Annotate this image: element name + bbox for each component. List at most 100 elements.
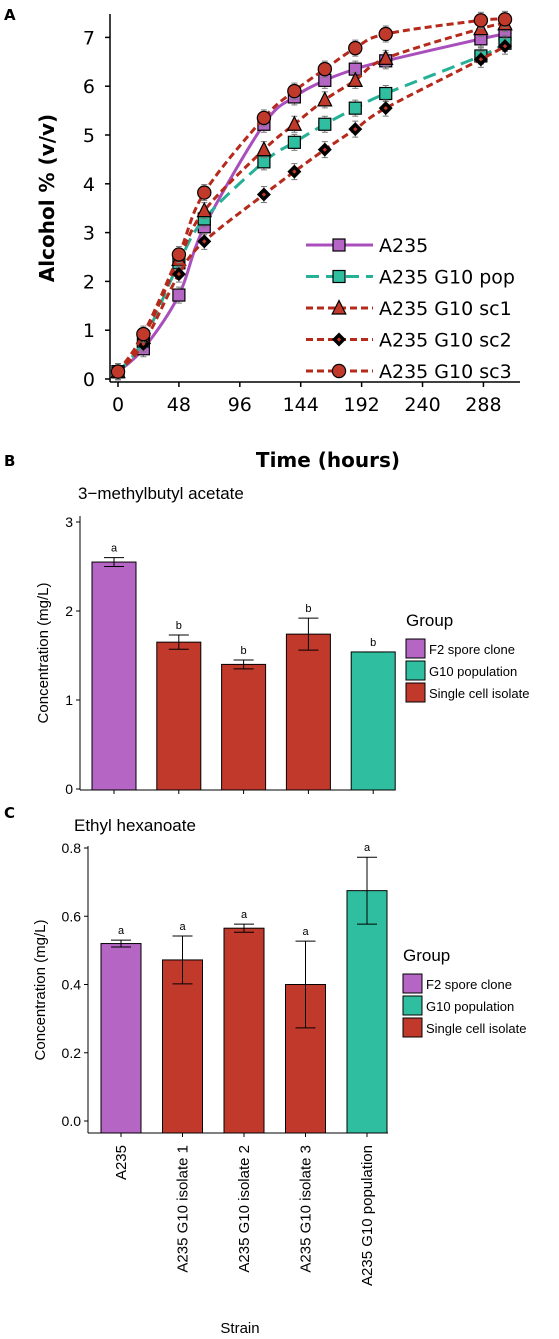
- legend-label: G10 population: [426, 999, 514, 1014]
- panel-c-bars: a a a a a: [100, 842, 388, 1134]
- data-point-circle: [378, 26, 393, 42]
- legend-item-a235-g10-sc3: A235 G10 sc3: [306, 361, 512, 383]
- panel-a-y-tick-label: 0: [83, 369, 95, 391]
- legend-label: A235: [379, 235, 428, 257]
- panel-a-x-ticks: 0 48 96 144 192 240 288: [112, 382, 502, 416]
- legend-swatch: [405, 638, 426, 659]
- x-tick-label: A235: [113, 1145, 130, 1180]
- bar-group: b: [221, 645, 267, 791]
- legend-item: Single cell isolate: [405, 682, 529, 703]
- data-point-square: [172, 288, 186, 302]
- panel-a-y-tick-label: 4: [83, 174, 95, 196]
- legend-label: F2 spore clone: [426, 977, 512, 992]
- legend-label: A235 G10 sc3: [379, 361, 512, 383]
- data-point-diamond: [498, 39, 512, 54]
- panel-a-y-tick-label: 5: [83, 125, 95, 147]
- legend-item: F2 spore clone: [402, 973, 512, 994]
- legend-label: F2 spore clone: [429, 642, 515, 657]
- bar: [162, 959, 203, 1134]
- data-point-square: [318, 117, 332, 131]
- bar-group: b: [350, 637, 396, 791]
- panel-c-legend: Group F2 spore clone G10 population Single …: [402, 946, 526, 1038]
- x-tick-label: A235 G10 population: [359, 1145, 376, 1286]
- data-point-circle: [110, 364, 126, 379]
- data-point-diamond: [473, 52, 488, 67]
- diamond-core: [383, 105, 388, 111]
- legend-label: Single cell isolate: [426, 1021, 526, 1036]
- legend-item: G10 population: [405, 660, 517, 681]
- bar: [350, 651, 396, 791]
- data-point-diamond: [348, 122, 363, 137]
- panel-a-x-tick-label: 240: [404, 394, 440, 416]
- panel-c-title: Ethyl hexanoate: [74, 816, 196, 835]
- x-tick-label: A235 G10 isolate 3: [298, 1145, 315, 1273]
- panel-c-y-ticks: 0.0 0.2 0.4 0.6 0.8: [62, 840, 88, 1129]
- diamond-core: [478, 57, 484, 62]
- panel-a-y-tick-label: 3: [83, 223, 95, 245]
- panel-a-series: [110, 10, 513, 381]
- legend-swatch: [402, 1017, 423, 1038]
- panel-a-y-axis-title: Alcohol % (v/v): [35, 114, 59, 282]
- legend-marker: [332, 238, 346, 252]
- data-point-square: [348, 101, 362, 115]
- data-point-square: [287, 135, 301, 149]
- bar: [285, 633, 331, 791]
- panel-b-y-ticks: 0 1 2 3: [65, 514, 80, 797]
- diamond-core: [353, 126, 358, 132]
- legend-title: Group: [403, 946, 450, 965]
- bar-group: a: [162, 921, 203, 1134]
- x-tick-label: A235 G10 isolate 1: [175, 1145, 192, 1273]
- diamond-core: [261, 192, 267, 197]
- data-point-circle: [348, 40, 363, 56]
- legend-item-a235: A235: [306, 235, 428, 257]
- panel-c-bar-chart: Ethyl hexanoate 0.00.20.40.60.8 A235 A235…: [32, 816, 526, 1337]
- y-tick-label: 0.4: [62, 977, 82, 993]
- significance-letter: a: [241, 909, 248, 921]
- legend-swatch: [402, 973, 423, 994]
- data-point-triangle: [256, 140, 272, 157]
- y-tick-label: 0.8: [62, 840, 82, 856]
- significance-letter: a: [118, 925, 125, 937]
- panel-c-y-axis-title: Concentration (mg/L): [32, 920, 49, 1061]
- bar-group: a: [223, 909, 265, 1134]
- panel-b-bars: a b b b b: [91, 543, 396, 791]
- legend-item-a235-g10-pop: A235 G10 pop: [306, 267, 515, 289]
- panel-a-x-tick-label: 0: [112, 394, 124, 416]
- legend-item: F2 spore clone: [405, 638, 515, 659]
- diamond-core: [502, 43, 508, 49]
- diamond-core: [292, 169, 297, 174]
- data-point-triangle: [347, 71, 364, 87]
- significance-letter: b: [370, 637, 376, 649]
- data-point-circle: [256, 110, 272, 126]
- series-line: [116, 41, 506, 373]
- panel-a-y-tick-label: 1: [83, 320, 95, 342]
- series-line: [116, 32, 506, 373]
- legend-swatch: [402, 995, 423, 1016]
- significance-letter: b: [176, 620, 182, 632]
- diamond-core: [336, 337, 342, 342]
- data-point-circle: [497, 12, 513, 27]
- y-tick-label: 3: [65, 514, 73, 530]
- bar-group: b: [285, 603, 331, 791]
- bar-group: a: [100, 925, 142, 1134]
- data-point-circle: [317, 61, 333, 77]
- data-point-diamond: [378, 101, 393, 116]
- panel-a-legend: A235 A235 G10 pop A235 G10 sc1 A235 G10 sc2…: [306, 235, 515, 383]
- data-point-circle: [473, 13, 489, 28]
- data-point-diamond: [287, 164, 302, 179]
- legend-swatch: [405, 682, 426, 703]
- diamond-core: [322, 147, 328, 152]
- panel-a-x-tick-label: 192: [343, 394, 379, 416]
- panel-a-y-tick-label: 7: [83, 27, 95, 49]
- y-tick-label: 0: [65, 781, 73, 797]
- significance-letter: a: [302, 926, 309, 938]
- bar-group: a: [91, 543, 137, 791]
- data-point-circle: [287, 83, 302, 99]
- significance-letter: a: [364, 842, 371, 854]
- y-tick-label: 2: [65, 603, 73, 619]
- data-point-triangle: [377, 49, 394, 65]
- legend-label: G10 population: [429, 664, 517, 679]
- legend-label: Single cell isolate: [429, 686, 529, 701]
- bar: [91, 561, 137, 791]
- panel-a-x-tick-label: 288: [465, 394, 501, 416]
